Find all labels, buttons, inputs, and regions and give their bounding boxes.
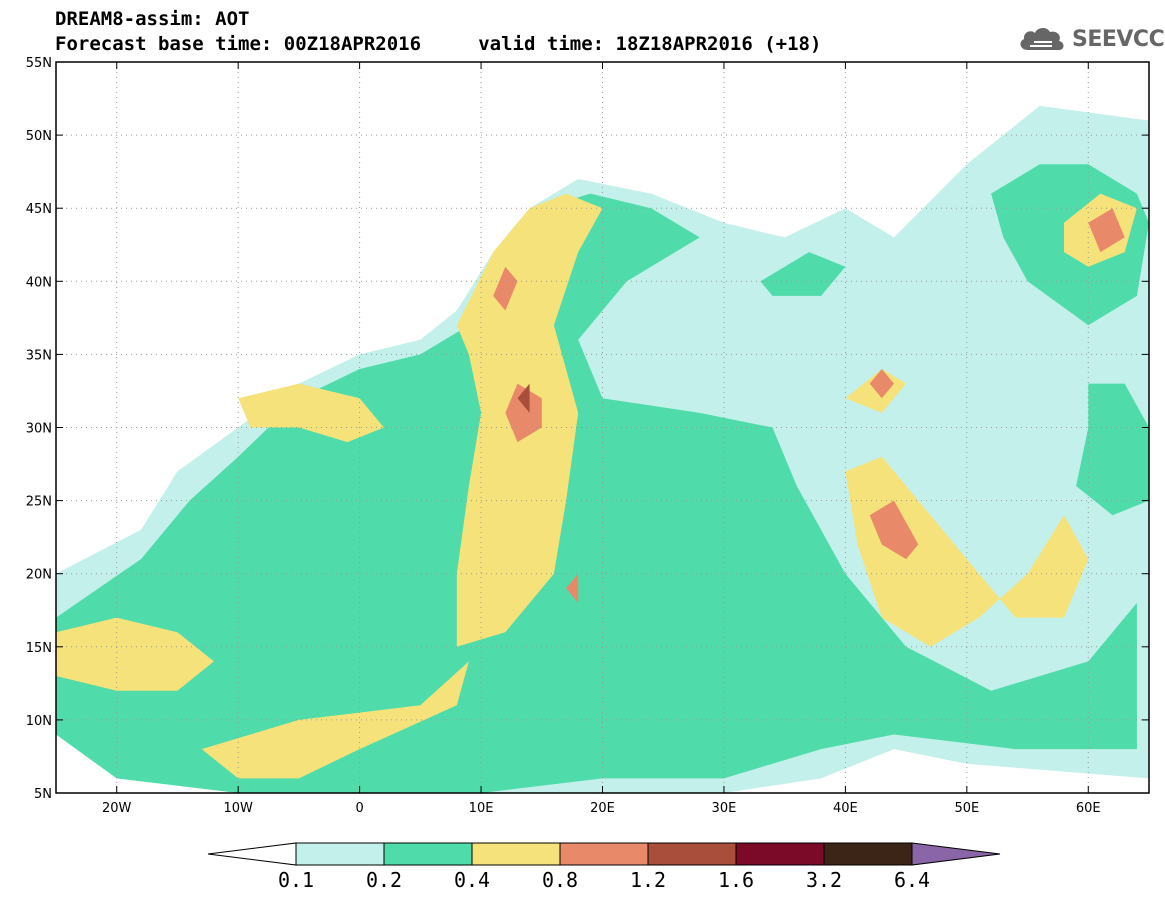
colorbar-label: 6.4 <box>894 868 930 892</box>
aot-region-17 <box>566 573 579 603</box>
colorbar-bin <box>295 842 385 866</box>
aot-region-12 <box>493 266 518 311</box>
lat-tick-label: 15N <box>26 641 52 656</box>
aot-field <box>56 105 1149 793</box>
lon-tick-label: 10W <box>223 801 253 816</box>
lon-tick-label: 20E <box>590 801 615 816</box>
colorbar-bin <box>559 842 649 866</box>
lat-tick-label: 10N <box>26 714 52 729</box>
colorbar-label: 0.2 <box>366 868 402 892</box>
aot-region-15 <box>869 500 919 560</box>
forecast-time-line: Forecast base time: 00Z18APR2016 valid t… <box>55 33 822 55</box>
aot-region-16 <box>1088 208 1125 253</box>
colorbar-bin <box>471 842 561 866</box>
colorbar-label: 0.1 <box>278 868 314 892</box>
aot-region-3 <box>1076 383 1149 516</box>
lon-tick-label: 40E <box>833 801 858 816</box>
chart-title: DREAM8-assim: AOT <box>55 8 250 30</box>
colorbar-over-arrow <box>911 842 1001 866</box>
lat-tick-label: 50N <box>26 129 52 144</box>
lat-tick-label: 5N <box>34 787 52 802</box>
colorbar-label: 3.2 <box>806 868 842 892</box>
colorbar-under-arrow <box>207 842 297 866</box>
lat-tick-label: 30N <box>26 422 52 437</box>
axes: 20W 10W 0 10E 20E 30E 40E 50E 60E 5N 10N 15N 20N 25N 3… <box>26 56 1149 816</box>
lat-tick-label: 35N <box>26 348 52 363</box>
aot-region-18 <box>517 383 530 413</box>
aot-region-14 <box>869 369 894 399</box>
aot-region-8 <box>845 456 1089 647</box>
lon-tick-label: 30E <box>712 801 737 816</box>
cloud-icon <box>1020 27 1064 50</box>
aot-region-5 <box>56 617 214 691</box>
colorbar: 0.1 0.2 0.4 0.8 1.2 1.6 3.2 6.4 <box>207 842 1001 892</box>
colorbar-label: 1.6 <box>718 868 754 892</box>
lon-tick-label: 20W <box>102 801 132 816</box>
aot-region-1 <box>56 193 1137 793</box>
graticule <box>56 62 1149 793</box>
seevccc-logo: SEEVCCC <box>1016 22 1165 56</box>
colorbar-label: 1.2 <box>630 868 666 892</box>
colorbar-bin <box>735 842 825 866</box>
aot-region-13 <box>505 383 542 443</box>
lat-tick-label: 20N <box>26 568 52 583</box>
lon-tick-label: 60E <box>1076 801 1101 816</box>
lon-tick-label: 0 <box>355 801 363 816</box>
aot-region-9 <box>201 661 469 779</box>
colorbar-bin <box>383 842 473 866</box>
lat-tick-label: 40N <box>26 275 52 290</box>
colorbar-bin <box>647 842 737 866</box>
lon-tick-label: 50E <box>954 801 979 816</box>
colorbar-bin <box>823 842 913 866</box>
lat-tick-label: 55N <box>26 56 52 71</box>
logo-text: SEEVCCC <box>1072 26 1165 52</box>
lat-tick-label: 25N <box>26 495 52 510</box>
colorbar-label: 0.4 <box>454 868 490 892</box>
lat-tick-label: 45N <box>26 202 52 217</box>
lon-tick-label: 10E <box>469 801 494 816</box>
aot-region-4 <box>760 252 846 296</box>
colorbar-label: 0.8 <box>542 868 578 892</box>
aot-region-6 <box>238 383 384 443</box>
